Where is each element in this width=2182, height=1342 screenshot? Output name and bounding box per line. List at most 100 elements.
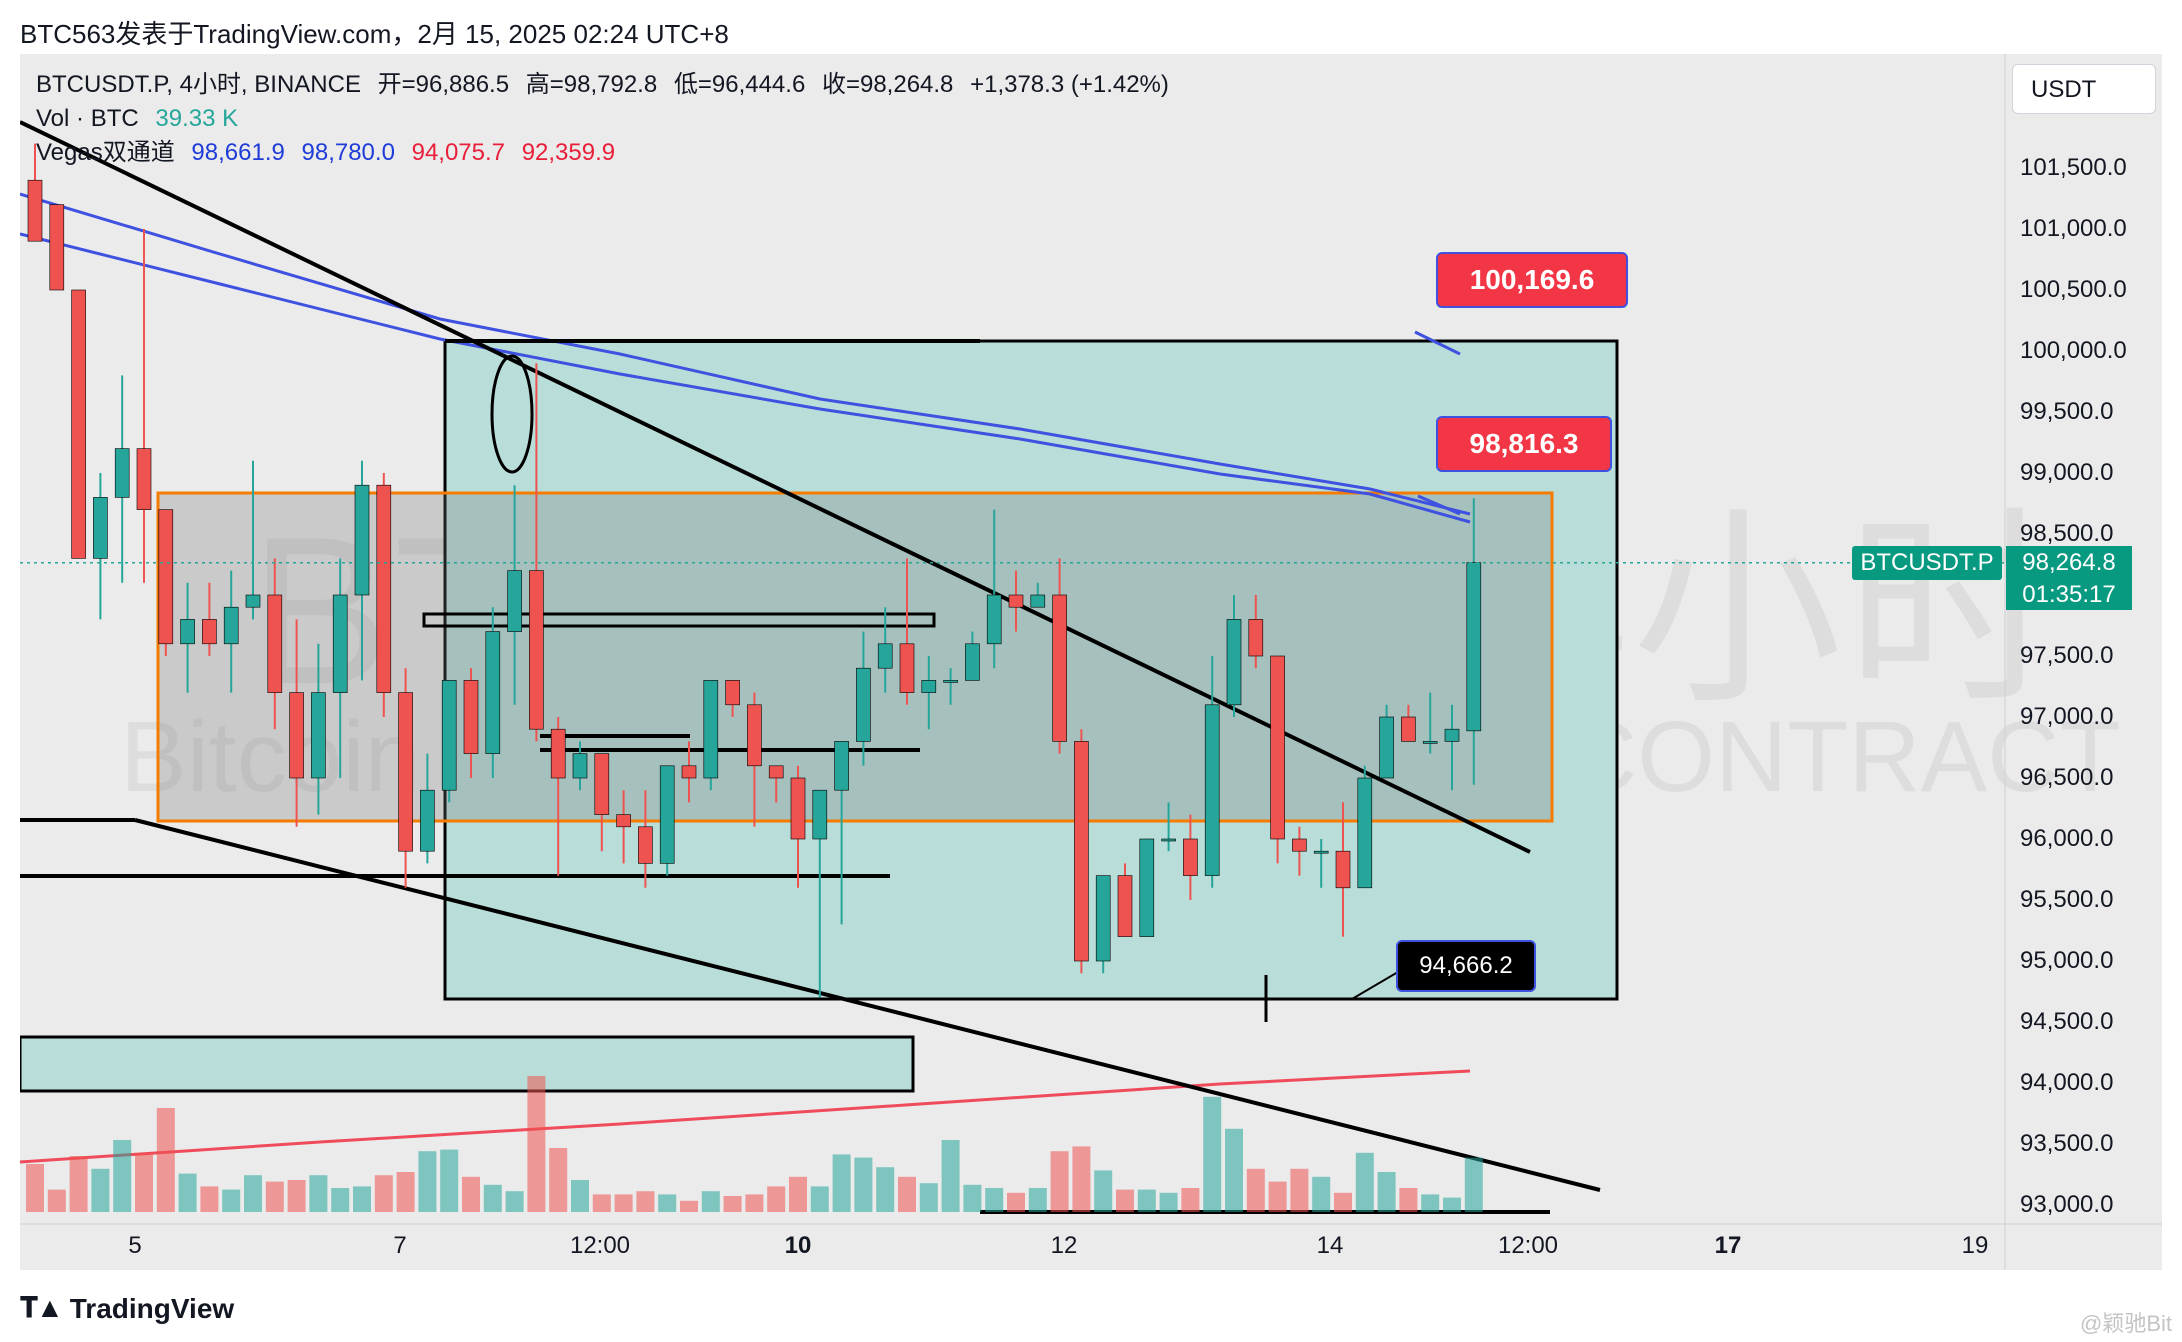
- volume-bar-65: [1443, 1197, 1461, 1212]
- candle-body-18[interactable]: [420, 789, 435, 852]
- candle-body-26[interactable]: [594, 753, 610, 815]
- candle-body-35[interactable]: [790, 777, 806, 840]
- resistance-strip[interactable]: [422, 612, 936, 628]
- candle-body-10[interactable]: [245, 594, 261, 608]
- legend-high: 高=98,792.8: [525, 71, 658, 98]
- candle-body-62[interactable]: [1379, 716, 1394, 779]
- candle-body-53[interactable]: [1183, 838, 1198, 876]
- callout-middle-price[interactable]: 98,816.3: [1436, 416, 1612, 472]
- chart-canvas[interactable]: [20, 54, 2162, 1270]
- candle-body-64[interactable]: [1422, 741, 1438, 744]
- candle-body-41[interactable]: [921, 680, 937, 693]
- price-tick-label: 100,500.0: [2020, 276, 2127, 303]
- candle-body-43[interactable]: [965, 643, 980, 681]
- volume-bar-9: [222, 1189, 241, 1212]
- candle-body-65[interactable]: [1444, 728, 1460, 742]
- candle-body-49[interactable]: [1095, 875, 1111, 962]
- candle-body-47[interactable]: [1052, 594, 1067, 742]
- candle-body-13[interactable]: [311, 692, 326, 779]
- volume-bar-48: [1072, 1146, 1091, 1212]
- candle-body-40[interactable]: [899, 643, 915, 693]
- callout-upper-price[interactable]: 100,169.6: [1436, 252, 1628, 308]
- candle-body-57[interactable]: [1270, 655, 1285, 840]
- volume-bar-14: [331, 1188, 350, 1212]
- time-tick-label: 7: [393, 1232, 407, 1259]
- candle-body-59[interactable]: [1313, 850, 1329, 854]
- legend-symbol[interactable]: BTCUSDT.P, 4小时, BINANCE: [36, 71, 361, 98]
- candle-body-8[interactable]: [202, 619, 217, 645]
- candle-body-63[interactable]: [1401, 716, 1416, 742]
- volume-note-box[interactable]: [20, 1035, 915, 1093]
- volume-bar-33: [745, 1194, 764, 1212]
- candle-body-61[interactable]: [1357, 777, 1373, 889]
- time-tick-label: 19: [1961, 1232, 1989, 1259]
- candle-body-9[interactable]: [223, 606, 239, 645]
- candle-body-56[interactable]: [1248, 619, 1264, 657]
- range-box[interactable]: [443, 339, 1619, 1001]
- candle-body-52[interactable]: [1161, 838, 1176, 842]
- candle-body-2[interactable]: [71, 289, 86, 559]
- candle-body-46[interactable]: [1030, 594, 1046, 608]
- candle-body-38[interactable]: [856, 667, 871, 742]
- callout-lower-price[interactable]: 94,666.2: [1396, 940, 1536, 992]
- candle-body-7[interactable]: [180, 619, 195, 645]
- candle-body-50[interactable]: [1117, 875, 1133, 937]
- candle-body-36[interactable]: [812, 789, 828, 840]
- indicator-value-3: 94,075.7: [411, 139, 506, 166]
- candle-body-3[interactable]: [93, 497, 108, 559]
- legend-volume-label[interactable]: Vol · BTC: [36, 105, 139, 132]
- ema-blue-line-2: [20, 232, 1471, 524]
- candle-body-54[interactable]: [1204, 704, 1220, 876]
- volume-bar-6: [156, 1108, 175, 1212]
- candle-body-24[interactable]: [550, 728, 566, 779]
- candle-body-14[interactable]: [332, 594, 348, 693]
- candle-body-32[interactable]: [725, 680, 740, 706]
- candle-body-23[interactable]: [529, 570, 544, 730]
- candle-body-48[interactable]: [1074, 741, 1089, 962]
- candle-body-1[interactable]: [49, 204, 65, 291]
- price-tick-label: 101,500.0: [2020, 154, 2127, 181]
- candle-body-20[interactable]: [463, 680, 479, 754]
- candle-body-21[interactable]: [485, 631, 501, 754]
- candle-body-30[interactable]: [681, 765, 697, 779]
- candle-body-37[interactable]: [834, 741, 849, 791]
- candle-body-34[interactable]: [768, 765, 784, 779]
- candle-body-44[interactable]: [986, 594, 1002, 645]
- candle-body-29[interactable]: [659, 765, 675, 864]
- candle-body-66[interactable]: [1466, 562, 1482, 732]
- candle-body-42[interactable]: [943, 680, 958, 683]
- price-tick-label: 101,000.0: [2020, 215, 2127, 242]
- tradingview-logo[interactable]: 𝐓▲ TradingView: [20, 1292, 234, 1325]
- volume-bar-46: [1028, 1188, 1047, 1212]
- candle-body-22[interactable]: [507, 570, 522, 632]
- candle-body-27[interactable]: [616, 814, 631, 828]
- candle-body-33[interactable]: [747, 704, 762, 767]
- candle-body-4[interactable]: [114, 448, 130, 498]
- indicator-value-2: 98,780.0: [301, 139, 395, 166]
- time-tick-label: 17: [1714, 1232, 1742, 1259]
- candle-body-17[interactable]: [398, 692, 413, 852]
- currency-selector[interactable]: USDT: [2012, 64, 2156, 114]
- legend-indicator-label[interactable]: Vegas双通道: [36, 139, 175, 166]
- candle-body-60[interactable]: [1335, 850, 1351, 889]
- candle-body-55[interactable]: [1226, 619, 1242, 706]
- price-tick-label: 99,500.0: [2020, 398, 2114, 425]
- candle-body-51[interactable]: [1139, 838, 1155, 937]
- candle-body-25[interactable]: [572, 753, 588, 779]
- volume-bar-37: [832, 1154, 851, 1212]
- candle-body-5[interactable]: [136, 448, 152, 510]
- trend-line-2[interactable]: [134, 818, 1601, 1192]
- candle-body-16[interactable]: [376, 484, 392, 693]
- candle-body-15[interactable]: [354, 484, 370, 596]
- candle-body-39[interactable]: [877, 643, 893, 669]
- candle-body-11[interactable]: [267, 594, 283, 693]
- candle-body-19[interactable]: [441, 680, 457, 791]
- candle-body-12[interactable]: [289, 692, 304, 779]
- candle-body-28[interactable]: [638, 826, 653, 864]
- candle-body-31[interactable]: [703, 680, 719, 779]
- candle-body-45[interactable]: [1008, 594, 1024, 608]
- price-tick-label: 96,500.0: [2020, 764, 2114, 791]
- candle-body-58[interactable]: [1292, 838, 1307, 852]
- candle-body-6[interactable]: [158, 509, 174, 645]
- candle-body-0[interactable]: [27, 179, 43, 242]
